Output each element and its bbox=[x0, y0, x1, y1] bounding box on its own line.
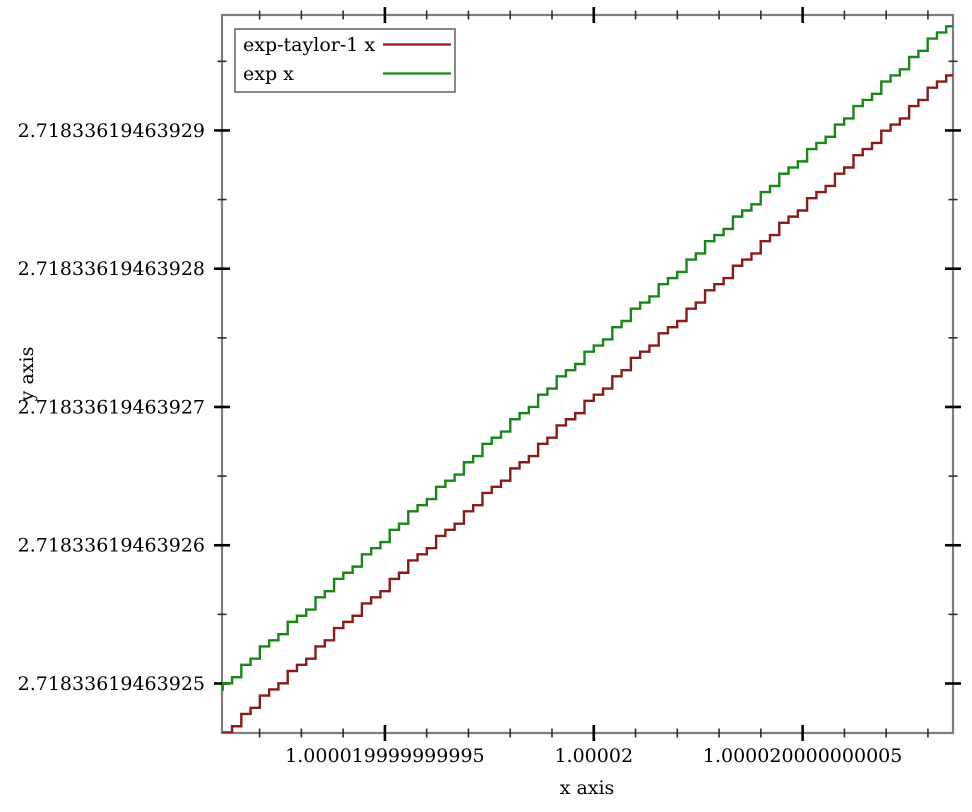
legend: exp-taylor-1 x exp x bbox=[234, 28, 456, 93]
y-tick-label: 2.71833619463928 bbox=[18, 258, 205, 280]
axis-ticks bbox=[214, 7, 961, 741]
x-tick-label: 1.00002 bbox=[554, 745, 633, 767]
legend-border bbox=[234, 28, 456, 93]
legend-label-exp: exp x bbox=[243, 63, 294, 85]
y-tick-label: 2.71833619463925 bbox=[18, 673, 205, 695]
series-line-exp-taylor-1-x bbox=[222, 74, 953, 733]
y-tick-label: 2.71833619463927 bbox=[18, 396, 205, 418]
x-axis-tick-labels: 1.000019999999995 1.00002 1.000020000000… bbox=[285, 745, 902, 767]
x-axis-title: x axis bbox=[560, 777, 615, 799]
y-axis-title: y axis bbox=[16, 347, 38, 403]
y-axis-tick-labels: 2.71833619463929 2.71833619463928 2.7183… bbox=[18, 120, 205, 695]
x-tick-label: 1.000020000000005 bbox=[703, 745, 902, 767]
y-tick-label: 2.71833619463929 bbox=[18, 120, 205, 142]
y-tick-label: 2.71833619463926 bbox=[18, 535, 205, 557]
series-lines bbox=[222, 25, 953, 733]
series-line-exp-x bbox=[222, 25, 953, 691]
plot-frame bbox=[220, 13, 955, 735]
legend-label-exp-taylor-1: exp-taylor-1 x bbox=[243, 34, 375, 56]
x-tick-label: 1.000019999999995 bbox=[285, 745, 484, 767]
